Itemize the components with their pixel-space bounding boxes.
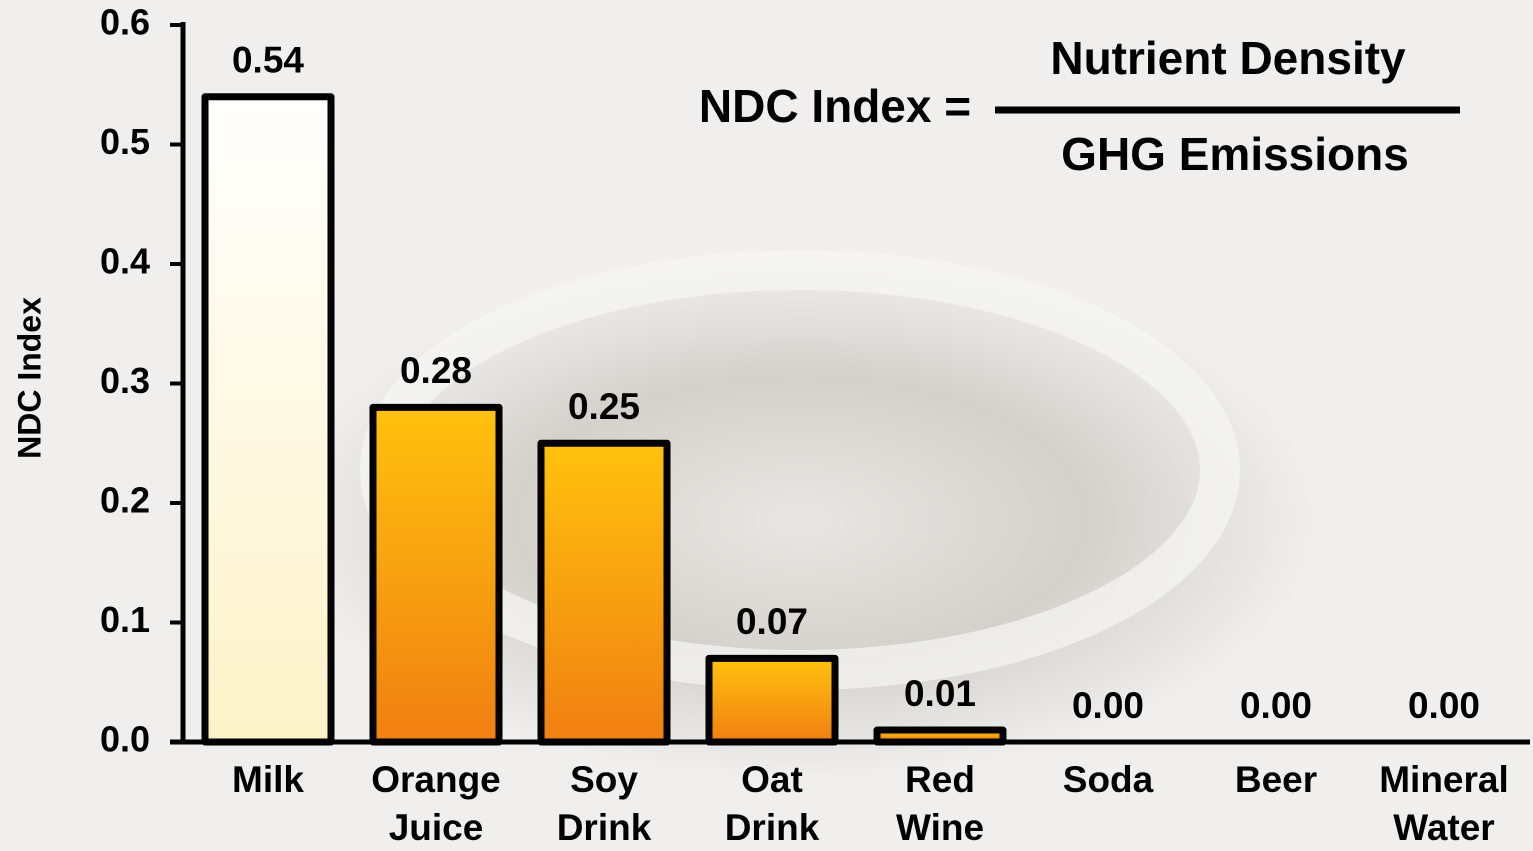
x-tick-label: Orange Juice [371, 759, 501, 848]
y-tick-label: 0.0 [100, 719, 150, 760]
y-tick-label: 0.5 [100, 121, 150, 162]
bar [201, 93, 335, 746]
y-tick-label: 0.2 [100, 480, 150, 521]
value-label: 0.00 [1240, 685, 1312, 726]
value-label: 0.01 [904, 673, 976, 714]
x-tick-label: Mineral Water [1379, 759, 1509, 848]
x-tick-label: Soda [1063, 759, 1154, 800]
value-label: 0.00 [1408, 685, 1480, 726]
value-label: 0.54 [232, 39, 304, 80]
x-tick-label: Beer [1235, 759, 1317, 800]
y-tick-label: 0.3 [100, 360, 150, 401]
value-label: 0.00 [1072, 685, 1144, 726]
y-tick-label: 0.4 [100, 241, 150, 282]
value-label: 0.07 [736, 601, 808, 642]
x-tick-label: Red Wine [896, 759, 984, 848]
formula-lhs: NDC Index = [699, 80, 971, 132]
y-tick-label: 0.1 [100, 599, 150, 640]
x-tick-label: Soy Drink [557, 759, 652, 848]
bar [537, 439, 671, 746]
bar [873, 726, 1007, 746]
x-tick-label: Oat Drink [725, 759, 820, 848]
value-label: 0.25 [568, 386, 640, 427]
bar [369, 403, 503, 746]
formula-denominator: GHG Emissions [1061, 128, 1409, 180]
formula-numerator: Nutrient Density [1050, 32, 1406, 84]
bar [705, 654, 839, 746]
value-label: 0.28 [400, 350, 472, 391]
y-tick-label: 0.6 [100, 2, 150, 43]
x-tick-label: Milk [232, 759, 304, 800]
y-axis-label: NDC Index [11, 297, 47, 459]
